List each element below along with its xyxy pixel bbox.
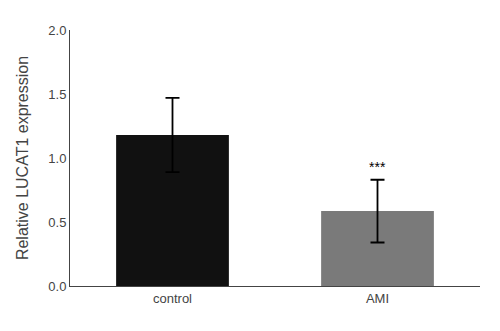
svg-text:AMI: AMI xyxy=(366,291,389,306)
svg-text:0.5: 0.5 xyxy=(48,215,66,230)
svg-text:2.0: 2.0 xyxy=(48,23,66,38)
svg-text:***: *** xyxy=(369,159,386,175)
svg-text:1.5: 1.5 xyxy=(48,87,66,102)
svg-text:0.0: 0.0 xyxy=(48,279,66,294)
svg-text:1.0: 1.0 xyxy=(48,151,66,166)
svg-text:Relative LUCAT1 expression: Relative LUCAT1 expression xyxy=(14,56,31,260)
svg-text:control: control xyxy=(153,291,192,306)
